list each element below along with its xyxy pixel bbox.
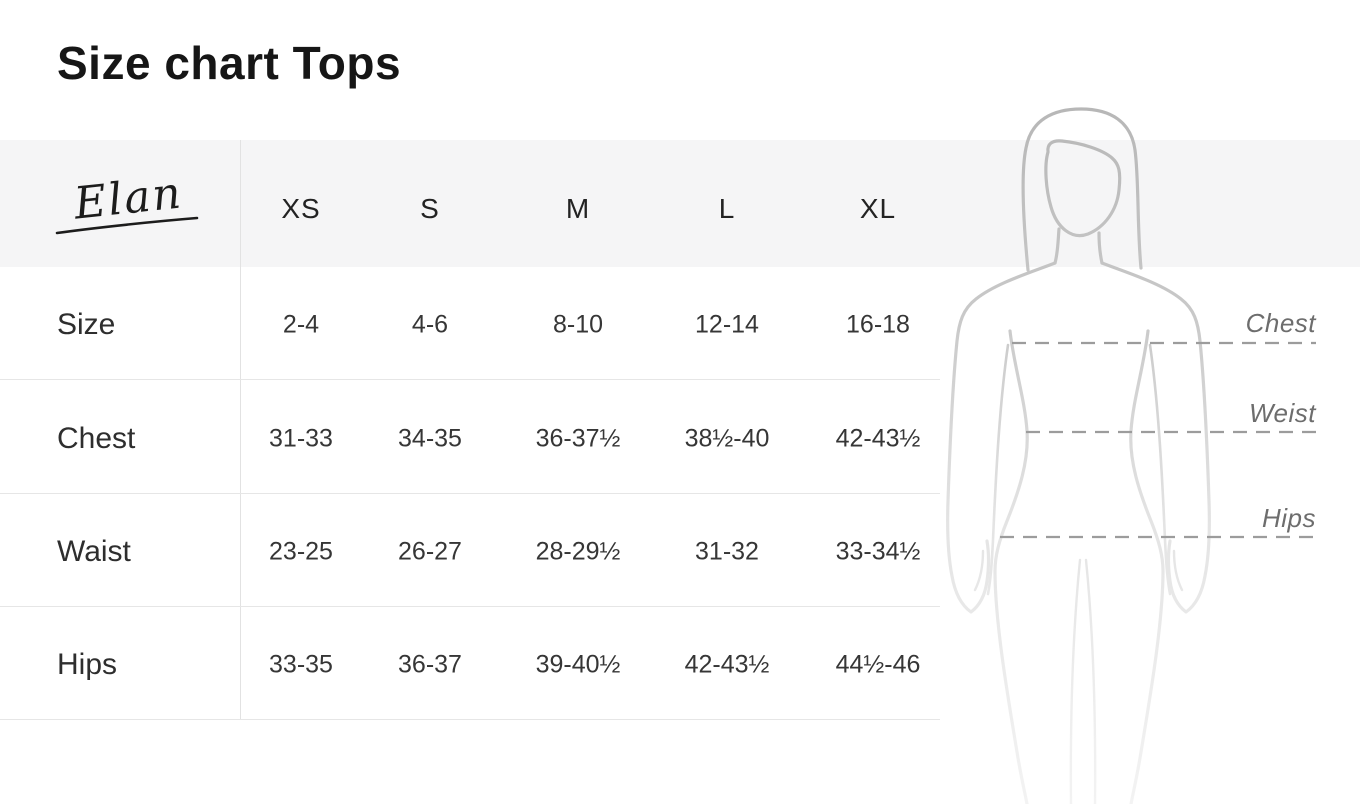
cell-hips-s: 36-37 [398, 650, 462, 679]
table-row-size: Size 2-4 4-6 8-10 12-14 16-18 [0, 267, 940, 380]
page-title: Size chart Tops [57, 37, 402, 89]
cell-chest-xs: 31-33 [269, 424, 333, 453]
measure-label-chest: Chest [1245, 308, 1316, 338]
cell-size-s: 4-6 [411, 310, 449, 339]
cell-waist-l: 31-32 [695, 537, 759, 566]
row-label-waist: Waist [57, 535, 131, 569]
size-col-header-xl: XL [859, 193, 897, 224]
cell-waist-s: 26-27 [398, 537, 462, 566]
table-vertical-divider [240, 140, 241, 720]
cell-size-xl: 16-18 [846, 310, 910, 339]
cell-hips-m: 39-40½ [535, 650, 621, 679]
row-label-size: Size [57, 308, 116, 342]
size-col-header-l: L [718, 193, 736, 224]
cell-waist-m: 28-29½ [535, 537, 621, 566]
row-label-hips: Hips [57, 648, 118, 682]
table-row-hips: Hips 33-35 36-37 39-40½ 42-43½ 44½-46 [0, 607, 940, 720]
table-row-chest: Chest 31-33 34-35 36-37½ 38½-40 42-43½ [0, 380, 940, 494]
cell-chest-m: 36-37½ [535, 424, 621, 453]
size-col-header-m: M [565, 193, 591, 224]
cell-hips-xl: 44½-46 [835, 650, 921, 679]
cell-waist-xl: 33-34½ [835, 537, 921, 566]
size-col-header-s: S [420, 193, 440, 224]
cell-chest-l: 38½-40 [684, 424, 770, 453]
measure-label-hips: Hips [1261, 503, 1316, 533]
table-row-waist: Waist 23-25 26-27 28-29½ 31-32 33-34½ [0, 494, 940, 607]
cell-waist-xs: 23-25 [269, 537, 333, 566]
cell-size-l: 12-14 [695, 310, 759, 339]
measure-label-waist: Weist [1248, 398, 1316, 428]
cell-size-m: 8-10 [552, 310, 604, 339]
brand-logo: Elan [50, 165, 210, 245]
row-label-chest: Chest [57, 421, 136, 455]
cell-chest-xl: 42-43½ [835, 424, 921, 453]
cell-size-xs: 2-4 [282, 310, 320, 339]
cell-chest-s: 34-35 [398, 424, 462, 453]
size-col-header-xs: XS [281, 193, 321, 224]
cell-hips-l: 42-43½ [684, 650, 770, 679]
brand-logo-underline-icon [55, 216, 199, 235]
cell-hips-xs: 33-35 [269, 650, 333, 679]
